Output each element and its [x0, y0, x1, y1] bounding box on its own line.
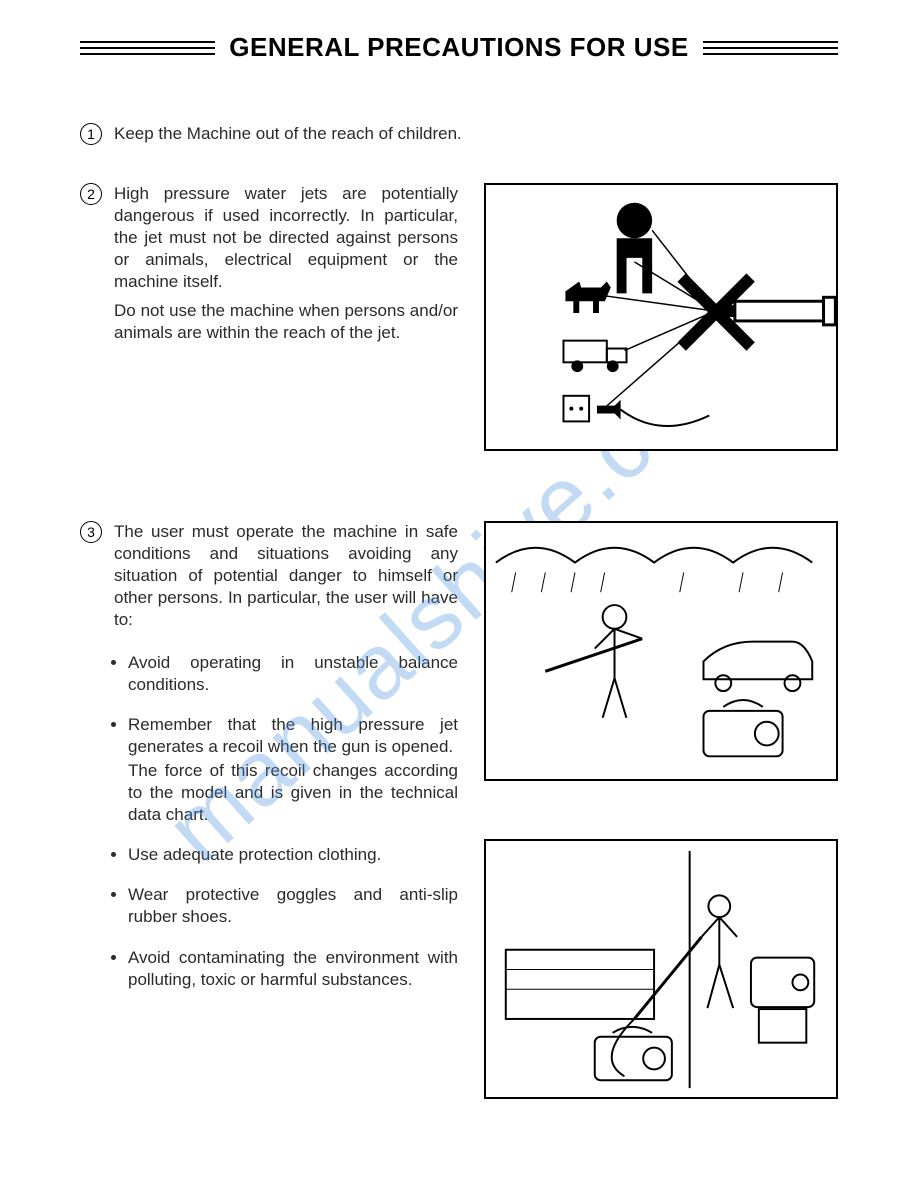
figure-indoor-operation [484, 839, 838, 1099]
figure-prohibited-targets [484, 183, 838, 451]
precaution-item-3: 3 The user must operate the machine in s… [80, 521, 838, 1099]
item3-bullets: Avoid operating in unstable balance cond… [114, 652, 458, 991]
item2-text-2: Do not use the machine when persons and/… [114, 300, 458, 344]
item2-text: High pressure water jets are potentially… [114, 183, 458, 293]
bullet-number-2: 2 [80, 183, 102, 205]
rule-right [703, 41, 838, 55]
content: 1 Keep the Machine out of the reach of c… [0, 63, 918, 1099]
bullet-recoil-sub: The force of this recoil changes accordi… [128, 760, 458, 826]
bullet-goggles: Wear protective goggles and anti-slip ru… [128, 884, 458, 928]
bullet-balance: Avoid operating in unstable balance cond… [128, 652, 458, 696]
bullet-number-1: 1 [80, 123, 102, 145]
page-title: GENERAL PRECAUTIONS FOR USE [223, 32, 694, 63]
figure-outdoor-operation [484, 521, 838, 781]
precaution-item-1: 1 Keep the Machine out of the reach of c… [80, 123, 838, 145]
item3-intro: The user must operate the machine in saf… [114, 521, 458, 631]
bullet-environment: Avoid contaminating the environment with… [128, 947, 458, 991]
item1-text: Keep the Machine out of the reach of chi… [114, 123, 838, 145]
header: GENERAL PRECAUTIONS FOR USE [0, 0, 918, 63]
precaution-item-2: 2 High pressure water jets are potential… [80, 183, 838, 451]
rule-left [80, 41, 215, 55]
bullet-recoil: Remember that the high pressure jet gene… [128, 714, 458, 826]
bullet-clothing: Use adequate protection clothing. [128, 844, 458, 866]
bullet-number-3: 3 [80, 521, 102, 543]
bullet-recoil-main: Remember that the high pressure jet gene… [128, 715, 458, 756]
